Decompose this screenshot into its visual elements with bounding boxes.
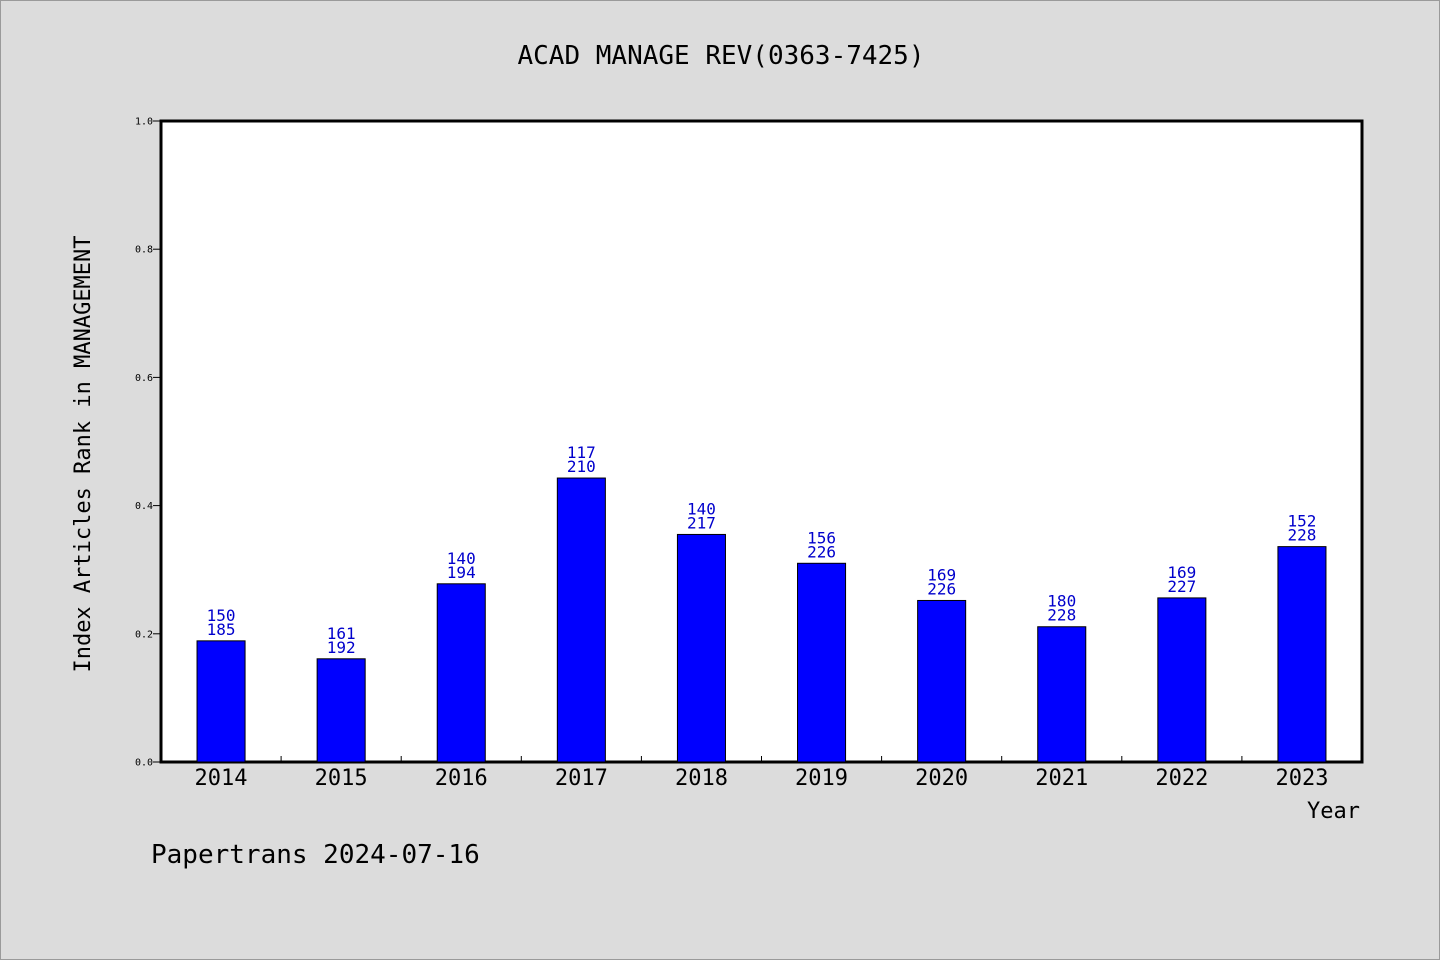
bar-label-bottom: 185 xyxy=(207,620,236,639)
x-tick-label: 2019 xyxy=(795,766,848,791)
bar-label-top: 140 xyxy=(687,499,716,518)
y-tick-label: 1.0 xyxy=(135,117,153,128)
y-tick-label: 0.6 xyxy=(135,373,153,384)
bar-2022 xyxy=(1157,597,1207,763)
x-tick-label: 2022 xyxy=(1155,766,1208,791)
bar-label-top: 117 xyxy=(567,443,596,462)
y-axis-label: Index Articles Rank in MANAGEMENT xyxy=(71,235,96,672)
x-tick-label: 2018 xyxy=(675,766,728,791)
bar-label-top: 150 xyxy=(207,606,236,625)
bar-label-bottom: 192 xyxy=(327,638,356,657)
bar-label-top: 152 xyxy=(1287,512,1316,531)
bar-label-bottom: 227 xyxy=(1167,577,1196,596)
y-tick-label: 0.8 xyxy=(135,245,153,256)
bars-group xyxy=(196,477,1327,763)
bar-2023 xyxy=(1277,546,1327,763)
x-tick-label: 2021 xyxy=(1035,766,1088,791)
bar-2020 xyxy=(917,599,967,763)
x-tick-label: 2015 xyxy=(315,766,368,791)
bar-2018 xyxy=(676,533,726,763)
bar-2014 xyxy=(196,640,246,763)
x-axis: 2014 2015 2016 2017 2018 2019 2020 2021 2022 2023 xyxy=(195,756,1328,791)
x-axis-label: Year xyxy=(1307,799,1360,824)
bar-label-bottom: 228 xyxy=(1287,526,1316,545)
footer-credit: Papertrans 2024-07-16 xyxy=(151,840,480,870)
bar-label-bottom: 210 xyxy=(567,457,596,476)
y-axis: 0.0 0.2 0.4 0.6 0.8 1.0 xyxy=(135,117,161,769)
bar-label-top: 169 xyxy=(1167,563,1196,582)
bar-label-bottom: 194 xyxy=(447,563,476,582)
bar-2015 xyxy=(316,658,366,763)
bar-2019 xyxy=(797,562,847,763)
x-tick-label: 2023 xyxy=(1275,766,1328,791)
x-tick-label: 2016 xyxy=(435,766,488,791)
bar-label-top: 156 xyxy=(807,528,836,547)
bar-label-top: 161 xyxy=(327,624,356,643)
bar-label-bottom: 217 xyxy=(687,513,716,532)
bar-2016 xyxy=(436,583,486,763)
bar-label-bottom: 228 xyxy=(1047,606,1076,625)
x-tick-label: 2020 xyxy=(915,766,968,791)
chart-title: ACAD MANAGE REV(0363-7425) xyxy=(518,41,925,71)
y-tick-label: 0.2 xyxy=(135,629,153,640)
y-tick-label: 0.4 xyxy=(135,501,153,512)
bar-label-bottom: 226 xyxy=(927,579,956,598)
x-tick-label: 2014 xyxy=(195,766,248,791)
y-tick-label: 0.0 xyxy=(135,758,153,769)
bar-label-top: 169 xyxy=(927,565,956,584)
x-tick-label: 2017 xyxy=(555,766,608,791)
bar-2017 xyxy=(556,477,606,763)
bar-label-top: 180 xyxy=(1047,592,1076,611)
bar-label-top: 140 xyxy=(447,549,476,568)
bar-2021 xyxy=(1037,626,1087,763)
bar-label-bottom: 226 xyxy=(807,542,836,561)
